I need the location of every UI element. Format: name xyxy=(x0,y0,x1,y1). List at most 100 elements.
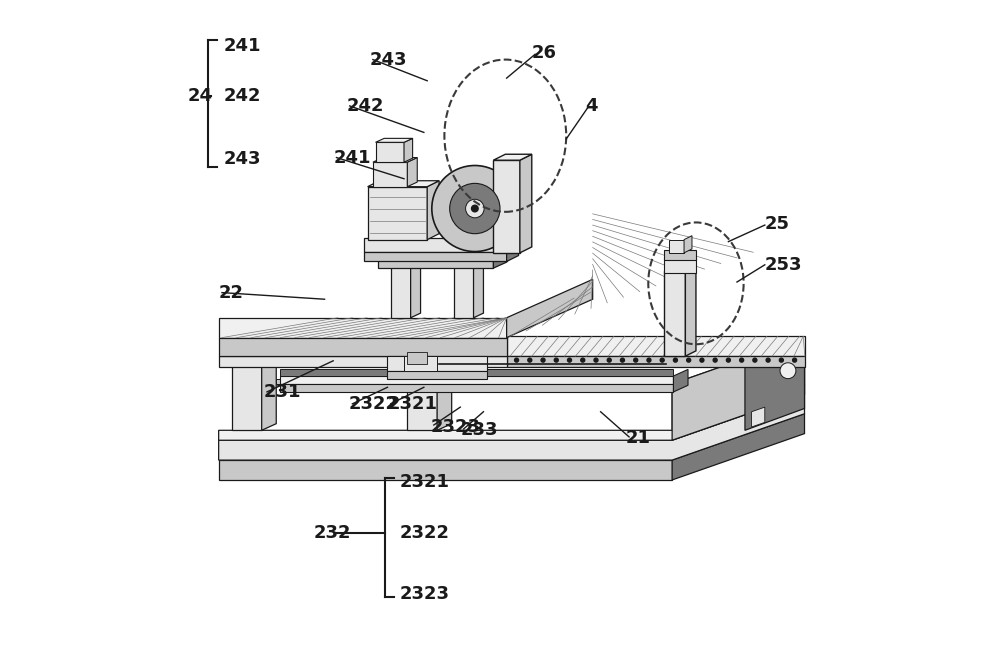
Circle shape xyxy=(472,205,478,212)
Text: 2323: 2323 xyxy=(430,418,480,436)
Polygon shape xyxy=(684,236,692,253)
Polygon shape xyxy=(276,379,452,384)
Circle shape xyxy=(634,358,638,362)
Text: 25: 25 xyxy=(765,214,790,233)
Text: 253: 253 xyxy=(765,256,802,274)
Polygon shape xyxy=(427,181,439,240)
Circle shape xyxy=(700,358,704,362)
Polygon shape xyxy=(368,181,439,187)
Circle shape xyxy=(466,199,484,218)
Circle shape xyxy=(515,358,519,362)
Polygon shape xyxy=(219,460,672,480)
Polygon shape xyxy=(280,369,673,376)
Polygon shape xyxy=(507,232,519,261)
Text: 21: 21 xyxy=(626,429,651,448)
Polygon shape xyxy=(391,258,411,318)
Text: 241: 241 xyxy=(333,148,371,167)
Circle shape xyxy=(753,358,757,362)
Polygon shape xyxy=(262,350,276,430)
Polygon shape xyxy=(437,350,452,430)
Polygon shape xyxy=(454,258,474,318)
Circle shape xyxy=(620,358,624,362)
Circle shape xyxy=(673,358,677,362)
Polygon shape xyxy=(507,336,805,356)
Polygon shape xyxy=(364,252,507,261)
Polygon shape xyxy=(685,266,696,356)
Circle shape xyxy=(568,358,571,362)
Polygon shape xyxy=(669,240,684,253)
Circle shape xyxy=(450,183,500,234)
Circle shape xyxy=(607,358,611,362)
Polygon shape xyxy=(745,338,805,430)
Text: 2322: 2322 xyxy=(399,524,449,542)
Polygon shape xyxy=(376,142,404,162)
Polygon shape xyxy=(364,238,507,252)
Text: 243: 243 xyxy=(223,150,261,168)
Polygon shape xyxy=(232,356,262,430)
Circle shape xyxy=(780,363,796,379)
Polygon shape xyxy=(664,250,696,260)
Polygon shape xyxy=(664,258,696,273)
Polygon shape xyxy=(373,158,417,162)
Polygon shape xyxy=(664,271,685,356)
Polygon shape xyxy=(280,376,673,384)
Polygon shape xyxy=(219,338,507,356)
Polygon shape xyxy=(376,138,413,142)
Polygon shape xyxy=(672,414,805,480)
Polygon shape xyxy=(378,260,493,268)
Polygon shape xyxy=(407,158,417,187)
Polygon shape xyxy=(219,318,507,338)
Circle shape xyxy=(660,358,664,362)
Polygon shape xyxy=(387,356,487,371)
Text: 231: 231 xyxy=(264,383,301,401)
Polygon shape xyxy=(407,352,427,364)
Polygon shape xyxy=(373,162,407,187)
Circle shape xyxy=(647,358,651,362)
Polygon shape xyxy=(280,384,673,392)
Polygon shape xyxy=(672,338,805,440)
Polygon shape xyxy=(407,356,437,430)
Circle shape xyxy=(713,358,717,362)
Polygon shape xyxy=(407,350,452,356)
Polygon shape xyxy=(507,279,593,338)
Polygon shape xyxy=(411,254,421,318)
Text: 243: 243 xyxy=(370,50,407,69)
Circle shape xyxy=(766,358,770,362)
Circle shape xyxy=(541,358,545,362)
Polygon shape xyxy=(507,356,805,367)
Circle shape xyxy=(581,358,585,362)
Text: 241: 241 xyxy=(223,37,261,56)
Polygon shape xyxy=(387,371,487,379)
Circle shape xyxy=(793,358,797,362)
Polygon shape xyxy=(232,350,276,356)
Polygon shape xyxy=(368,187,427,240)
Text: 242: 242 xyxy=(223,87,261,105)
Polygon shape xyxy=(404,356,437,371)
Text: 232: 232 xyxy=(313,524,351,542)
Polygon shape xyxy=(493,154,532,160)
Polygon shape xyxy=(672,338,805,430)
Text: 242: 242 xyxy=(346,97,384,115)
Text: 233: 233 xyxy=(460,421,498,440)
Circle shape xyxy=(687,358,691,362)
Text: 2321: 2321 xyxy=(399,473,449,491)
Circle shape xyxy=(554,358,558,362)
Polygon shape xyxy=(493,244,507,268)
Circle shape xyxy=(779,358,783,362)
Polygon shape xyxy=(219,356,507,367)
Circle shape xyxy=(432,166,518,252)
Text: 4: 4 xyxy=(585,97,597,115)
Polygon shape xyxy=(219,384,805,440)
Polygon shape xyxy=(378,250,493,260)
Polygon shape xyxy=(404,138,413,162)
Polygon shape xyxy=(664,266,696,271)
Text: 2321: 2321 xyxy=(387,395,437,413)
Text: 2323: 2323 xyxy=(399,585,449,603)
Polygon shape xyxy=(493,160,520,253)
Circle shape xyxy=(726,358,730,362)
Polygon shape xyxy=(474,254,483,318)
Text: 24: 24 xyxy=(188,87,213,105)
Polygon shape xyxy=(673,369,688,392)
Circle shape xyxy=(528,358,532,362)
Polygon shape xyxy=(391,254,421,258)
